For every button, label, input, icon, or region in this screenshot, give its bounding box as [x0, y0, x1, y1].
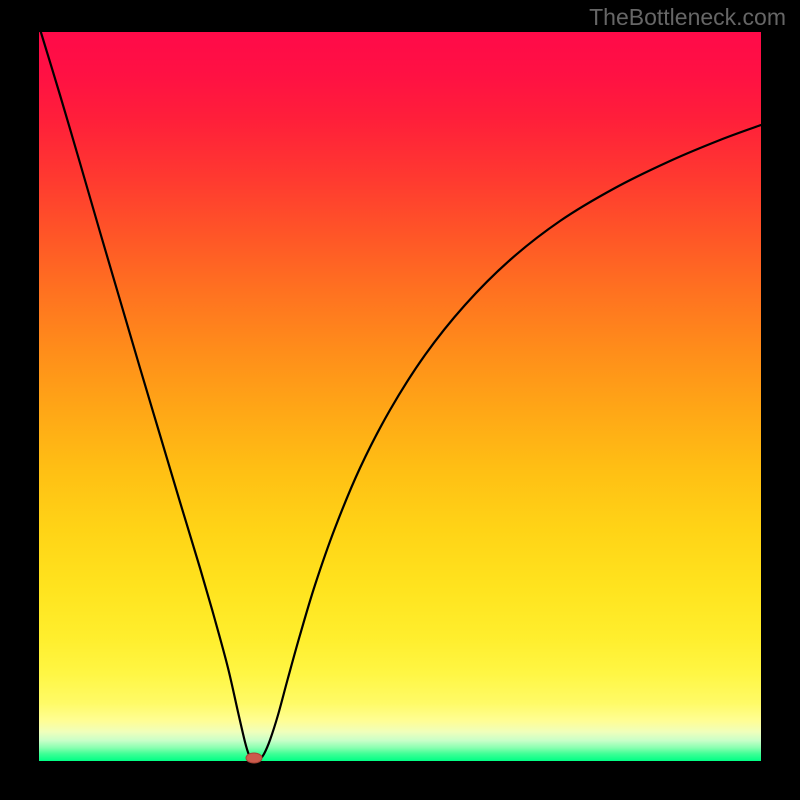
plot-area — [39, 32, 761, 761]
watermark-text: TheBottleneck.com — [589, 4, 786, 31]
chart-container: TheBottleneck.com — [0, 0, 800, 800]
bottleneck-chart — [0, 0, 800, 800]
optimum-marker — [246, 753, 262, 763]
